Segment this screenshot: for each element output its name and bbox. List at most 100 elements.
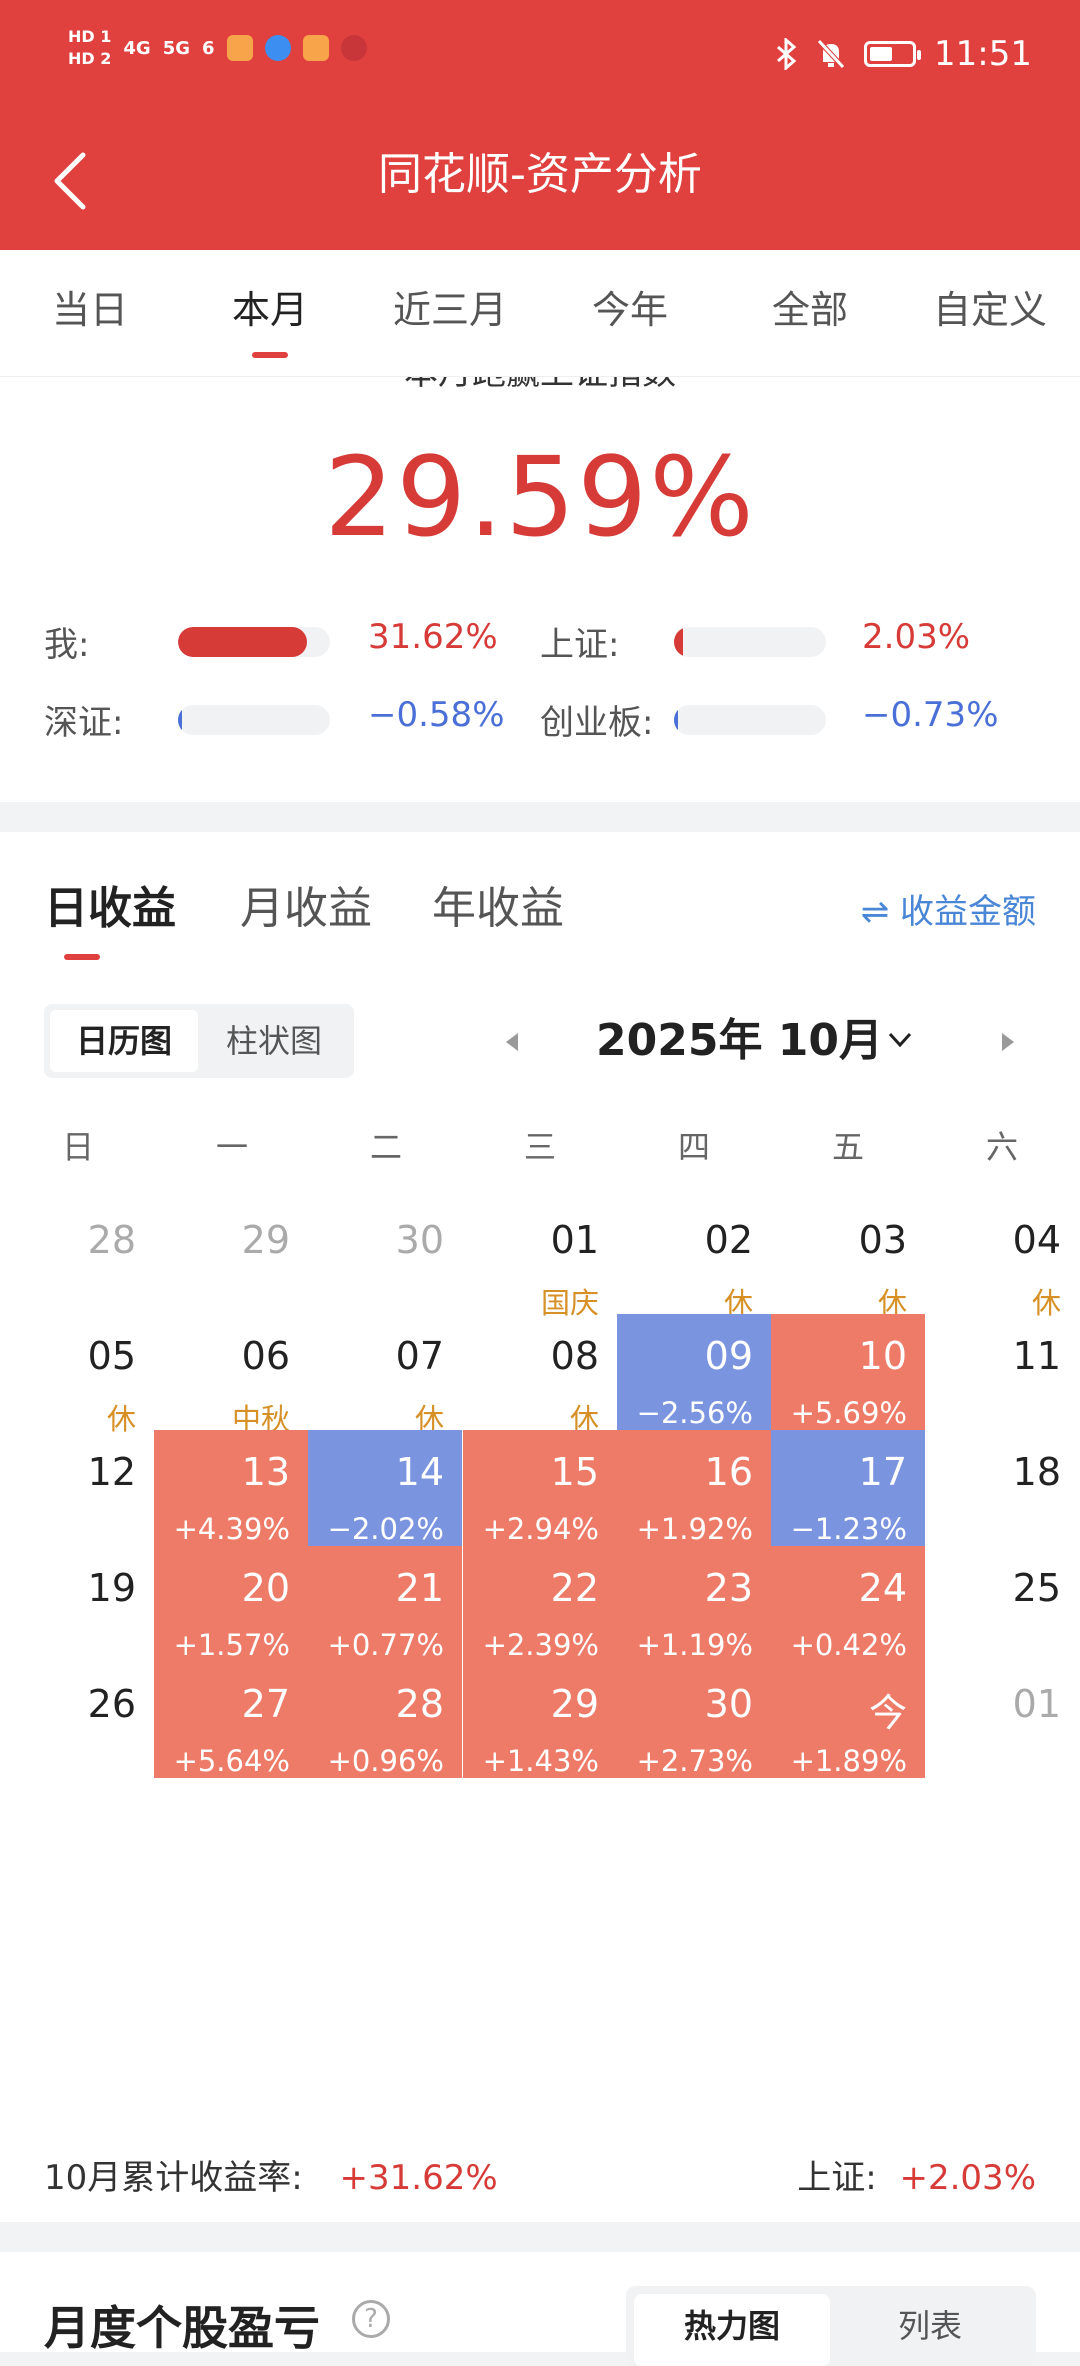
cmp-label-shenzhen: 深证: bbox=[44, 703, 124, 743]
calendar-day-cell[interactable]: 29 +1.43% bbox=[463, 1662, 617, 1778]
tab-monthly-profit[interactable]: 月收益 bbox=[240, 883, 372, 934]
calendar-day-cell[interactable]: 06 中秋 bbox=[154, 1314, 308, 1436]
calendar-day-cell[interactable]: 22 +2.39% bbox=[463, 1546, 617, 1662]
heatmap-button[interactable]: 热力图 bbox=[634, 2294, 830, 2366]
monthly-stock-pnl-card: 月度个股盈亏 ? 热力图 列表 bbox=[0, 2252, 1080, 2366]
tab-label: 今年 bbox=[591, 288, 668, 332]
tab-label: 全部 bbox=[771, 288, 848, 332]
day-number: 20 bbox=[241, 1566, 290, 1610]
calendar-day-cell[interactable]: 16 +1.92% bbox=[617, 1430, 771, 1546]
cumulative-return: 10月累计收益率: +31.62% bbox=[44, 2150, 498, 2199]
holiday-label: 休 bbox=[1031, 1286, 1061, 1320]
calendar-day-cell[interactable]: 23 +1.19% bbox=[617, 1546, 771, 1662]
status-right: 11:51 bbox=[776, 34, 1032, 74]
tab-label: 当日 bbox=[51, 288, 128, 332]
calendar-view-button[interactable]: 日历图 bbox=[50, 1010, 198, 1072]
calendar-day-cell[interactable]: 08 休 bbox=[463, 1314, 617, 1436]
weekday-label: 一 bbox=[215, 1128, 248, 1166]
month-selector[interactable]: 2025年 10月 bbox=[596, 1015, 884, 1066]
calendar-day-cell[interactable]: 28 +0.96% bbox=[308, 1662, 462, 1778]
calendar-day-cell[interactable]: 28 bbox=[0, 1198, 154, 1314]
calendar-day-cell[interactable]: 01 国庆 bbox=[463, 1198, 617, 1320]
tab-all[interactable]: 全部 bbox=[720, 250, 900, 376]
bar-view-button[interactable]: 柱状图 bbox=[225, 1022, 322, 1060]
tab-three-months[interactable]: 近三月 bbox=[360, 250, 540, 376]
tab-this-month[interactable]: 本月 bbox=[180, 250, 360, 376]
calendar-day-cell[interactable]: 12 bbox=[0, 1430, 154, 1546]
cmp-label-shanghai: 上证: bbox=[540, 625, 620, 665]
calendar-day-cell[interactable]: 21 +0.77% bbox=[308, 1546, 462, 1662]
tab-this-year[interactable]: 今年 bbox=[540, 250, 720, 376]
chevron-down-icon[interactable] bbox=[888, 1028, 912, 1052]
tab-custom[interactable]: 自定义 bbox=[900, 250, 1080, 376]
calendar-day-cell[interactable]: 07 休 bbox=[308, 1314, 462, 1436]
weekday-label: 四 bbox=[677, 1128, 710, 1166]
calendar-day-cell[interactable]: 05 休 bbox=[0, 1314, 154, 1436]
calendar-day-cell[interactable]: 04 休 bbox=[925, 1198, 1079, 1320]
calendar-day-cell[interactable]: 02 休 bbox=[617, 1198, 771, 1320]
calendar-day-cell[interactable]: 01 bbox=[925, 1662, 1079, 1778]
tab-today[interactable]: 当日 bbox=[0, 250, 180, 376]
day-number: 14 bbox=[395, 1450, 444, 1494]
bluetooth-icon bbox=[777, 38, 797, 70]
calendar-day-cell[interactable]: 27 +5.64% bbox=[154, 1662, 308, 1778]
battery-level bbox=[870, 47, 893, 61]
summary-card: 本月跑赢上证指数 29.59% 我: 31.62% 上证: 2.03% 深证: … bbox=[0, 377, 1080, 802]
question-circle-icon[interactable]: ? bbox=[352, 2300, 390, 2338]
calendar-day-cell[interactable]: 29 bbox=[154, 1198, 308, 1314]
day-number: 07 bbox=[395, 1334, 444, 1378]
status-time: 11:51 bbox=[934, 34, 1032, 74]
calendar-day-cell[interactable]: 24 +0.42% bbox=[771, 1546, 925, 1662]
calendar-day-cell[interactable]: 14 −2.02% bbox=[308, 1430, 462, 1546]
calendar-day-cell[interactable]: 30 +2.73% bbox=[617, 1662, 771, 1778]
day-number: 今 bbox=[868, 1691, 907, 1735]
weekday-label: 五 bbox=[831, 1128, 864, 1166]
profit-amount-toggle[interactable]: ⇌ 收益金额 bbox=[861, 884, 1036, 933]
daily-return: +1.57% bbox=[173, 1628, 290, 1662]
calendar-day-cell[interactable]: 09 −2.56% bbox=[617, 1314, 771, 1430]
status-bar: HD 1 HD 2 4G 5G 6 11:51 bbox=[0, 0, 1080, 120]
triangle-left-icon bbox=[506, 1032, 518, 1051]
daily-return: +1.89% bbox=[790, 1744, 907, 1778]
day-number: 10 bbox=[858, 1334, 907, 1378]
calendar-day-cell[interactable]: 25 bbox=[925, 1546, 1079, 1662]
daily-return: +1.92% bbox=[636, 1512, 753, 1546]
calendar-day-cell[interactable]: 17 −1.23% bbox=[771, 1430, 925, 1546]
weekday-label: 六 bbox=[985, 1128, 1018, 1166]
calendar-day-cell[interactable]: 今 +1.89% bbox=[771, 1662, 925, 1778]
daily-return: +0.96% bbox=[327, 1744, 444, 1778]
day-number: 03 bbox=[858, 1218, 907, 1262]
daily-return: +0.77% bbox=[327, 1628, 444, 1662]
daily-return: +5.64% bbox=[173, 1744, 290, 1778]
calendar-day-cell[interactable]: 10 +5.69% bbox=[771, 1314, 925, 1430]
calendar-day-cell[interactable]: 15 +2.94% bbox=[463, 1430, 617, 1546]
daily-return: −1.23% bbox=[790, 1512, 907, 1546]
battery-icon bbox=[864, 41, 922, 67]
day-number: 30 bbox=[704, 1682, 753, 1726]
day-number: 12 bbox=[87, 1450, 136, 1494]
calendar-day-cell[interactable]: 18 bbox=[925, 1430, 1079, 1546]
daily-return: −2.02% bbox=[327, 1512, 444, 1546]
calendar-day-cell[interactable]: 20 +1.57% bbox=[154, 1546, 308, 1662]
weekday-label: 二 bbox=[369, 1128, 402, 1166]
calendar-day-cell[interactable]: 30 bbox=[308, 1198, 462, 1314]
day-number: 29 bbox=[241, 1218, 290, 1262]
calendar-day-cell[interactable]: 19 bbox=[0, 1546, 154, 1662]
prev-month-button[interactable] bbox=[492, 1004, 532, 1078]
calendar-day-cell[interactable]: 13 +4.39% bbox=[154, 1430, 308, 1546]
day-number: 02 bbox=[704, 1218, 753, 1262]
next-month-button[interactable] bbox=[988, 1004, 1028, 1078]
day-number: 29 bbox=[550, 1682, 599, 1726]
calendar-day-cell[interactable]: 11 bbox=[925, 1314, 1079, 1430]
calendar-day-cell[interactable]: 03 休 bbox=[771, 1198, 925, 1320]
holiday-label: 休 bbox=[106, 1402, 136, 1436]
tab-yearly-profit[interactable]: 年收益 bbox=[432, 883, 564, 934]
tab-daily-profit[interactable]: 日收益 bbox=[44, 883, 176, 934]
period-tabs: 当日 本月 近三月 今年 全部 自定义 bbox=[0, 250, 1080, 377]
day-number: 21 bbox=[395, 1566, 444, 1610]
list-button[interactable]: 列表 bbox=[897, 2307, 962, 2345]
notification-app-icon bbox=[302, 35, 329, 61]
back-button[interactable] bbox=[40, 146, 100, 216]
calendar-day-cell[interactable]: 26 bbox=[0, 1662, 154, 1778]
cmp-value-shanghai: 2.03% bbox=[862, 617, 971, 657]
